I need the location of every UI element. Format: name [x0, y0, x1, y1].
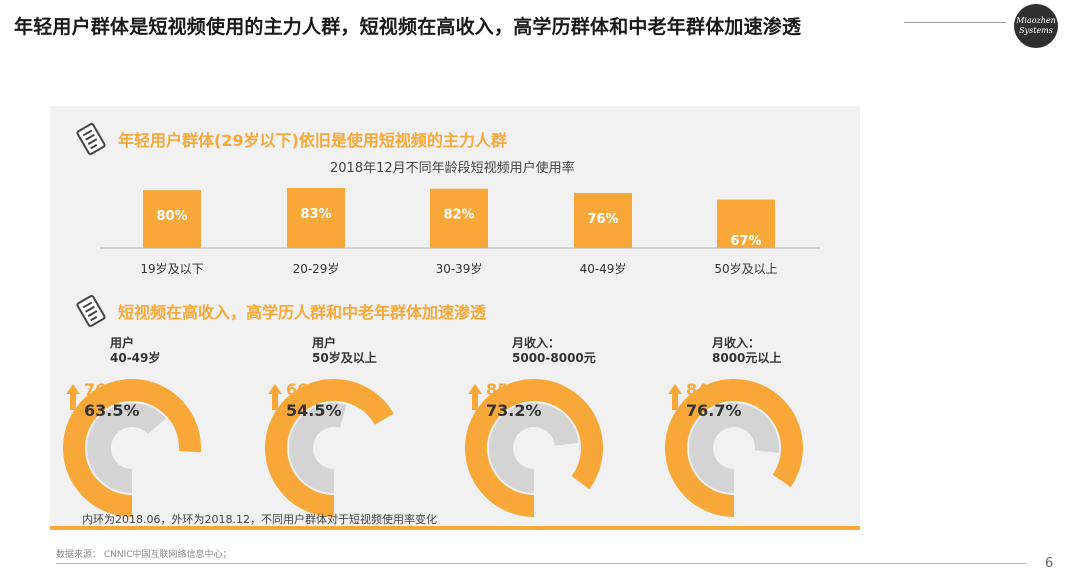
- footer-divider: [56, 563, 1026, 564]
- bar-2: [430, 188, 488, 248]
- logo-text-line2: Systems: [1019, 26, 1053, 35]
- donut-inner-value: 73.2%: [486, 401, 542, 420]
- bar-category-label: 40-49岁: [580, 261, 627, 276]
- document-icon: [76, 122, 106, 156]
- donut-outer-arc: [465, 379, 603, 517]
- bar-value-label: 83%: [300, 207, 331, 222]
- brand-logo: Miaozhen Systems: [1014, 4, 1058, 48]
- section1-heading: 年轻用户群体(29岁以下)依旧是使用短视频的主力人群: [118, 131, 507, 150]
- bar-3: [574, 193, 632, 248]
- donut-inner-arc: [489, 403, 579, 493]
- content-panel: [50, 106, 860, 530]
- section2-heading: 短视频在高收入，高学历人群和中老年群体加速渗透: [118, 303, 487, 322]
- bar-0: [143, 190, 201, 248]
- bar-category-label: 30-39岁: [436, 261, 483, 276]
- bar-1: [287, 188, 345, 248]
- donut-inner-arc: [289, 403, 347, 493]
- donut-inner-value: 63.5%: [84, 401, 140, 420]
- bar-category-label: 20-29岁: [293, 261, 340, 276]
- donut-inner-value: 76.7%: [686, 401, 742, 420]
- bar-value-label: 76%: [587, 212, 618, 227]
- donut-outer-value: 85.2%: [486, 380, 542, 399]
- up-arrow-icon: [268, 384, 282, 410]
- donut-outer-value: 84.6%: [686, 380, 742, 399]
- donut-inner-arc: [87, 403, 166, 493]
- bar-4: [717, 199, 775, 248]
- donut-outer-arc: [665, 379, 803, 517]
- document-icon: [76, 294, 106, 328]
- donut-group-label: 月收入： 8000元以上: [712, 336, 782, 365]
- page-number: 6: [1045, 556, 1054, 571]
- donut-group-label: 月收入： 5000-8000元: [512, 336, 596, 365]
- donut-outer-value: 66.7%: [286, 380, 342, 399]
- donut-inner-value: 54.5%: [286, 401, 342, 420]
- donut-outer-arc: [265, 379, 394, 517]
- up-arrow-icon: [66, 384, 80, 410]
- donut-group-label: 用户 40-49岁: [110, 336, 161, 365]
- bar-value-label: 82%: [443, 208, 474, 223]
- title-divider: [904, 22, 1006, 23]
- logo-text-line1: Miaozhen: [1016, 16, 1056, 25]
- donut-outer-arc: [63, 379, 201, 517]
- donut-group-label: 用户 50岁及以上: [312, 336, 377, 365]
- bar-category-label: 50岁及以上: [714, 261, 777, 276]
- donut-inner-arc: [689, 403, 779, 493]
- up-arrow-icon: [468, 384, 482, 410]
- donut-note: 内环为2018.06，外环为2018.12，不同用户群体对于短视频使用率变化: [82, 513, 437, 526]
- bar-value-label: 80%: [156, 209, 187, 224]
- data-source: 数据来源： CNNIC中国互联网络信息中心；: [56, 550, 232, 560]
- bar-value-label: 67%: [730, 234, 761, 249]
- up-arrow-icon: [668, 384, 682, 410]
- page-title: 年轻用户群体是短视频使用的主力人群，短视频在高收入，高学历群体和中老年群体加速渗…: [14, 16, 802, 38]
- donut-outer-value: 76.0%: [84, 380, 140, 399]
- bar-chart-title: 2018年12月不同年龄段短视频用户使用率: [330, 161, 575, 176]
- bar-category-label: 19岁及以下: [140, 261, 203, 276]
